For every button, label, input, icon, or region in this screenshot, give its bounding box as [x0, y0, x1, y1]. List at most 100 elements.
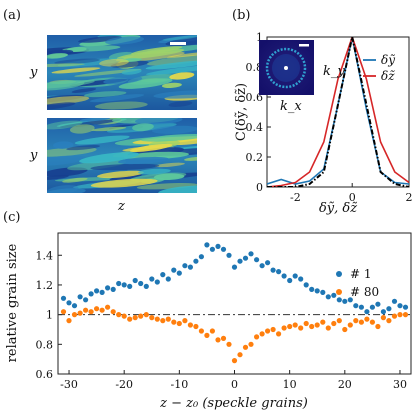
speckle-streak: [89, 94, 145, 103]
plot-c-point-series-1: [66, 318, 72, 324]
plot-c-point-series-1: [71, 312, 78, 318]
grain-size-plot: 0.6 0.8 1 1.2 1.4 -30 -20 -10 0 10 20 30 # 1 # 80 r…: [5, 232, 412, 411]
inset-xlabel: k_x: [280, 99, 302, 114]
speckle-streak: [145, 60, 197, 70]
plot-c-point-series-1: [105, 304, 111, 310]
plot-c-ylabel: relative grain size: [5, 243, 20, 362]
plot-c-point-series-1: [154, 316, 160, 322]
plot-c-point-series-0: [331, 292, 337, 298]
plot-c-point-series-0: [402, 304, 409, 310]
plot-c-point-series-0: [226, 252, 232, 258]
plot-b-ytick-label: 0.6: [246, 91, 264, 104]
plot-c-point-series-0: [358, 304, 364, 310]
plot-c-point-series-0: [171, 267, 177, 273]
plot-c-point-series-0: [204, 242, 210, 248]
speckle-streak: [74, 135, 130, 145]
plot-c-point-series-1: [331, 320, 337, 327]
speckle-streak: [94, 101, 148, 110]
legend-label-1: # 1: [350, 267, 372, 281]
speckle-streak: [53, 141, 74, 149]
speckle-streak: [153, 90, 197, 99]
speckle-streak: [138, 168, 171, 175]
plot-c-point-series-0: [369, 304, 375, 310]
panel-c-label: (c): [3, 210, 20, 225]
plot-c-point-series-0: [121, 282, 127, 288]
plot-b-ytick-label: 0: [256, 181, 263, 194]
plot-c-point-series-1: [187, 322, 193, 328]
plot-c-point-series-1: [320, 319, 326, 325]
plot-c-point-series-0: [110, 286, 116, 292]
speckle-streak: [47, 155, 86, 166]
panel-b-label: (b): [232, 8, 250, 23]
speckle-streak: [131, 46, 183, 55]
plot-c-frame: [57, 232, 412, 375]
plot-b-ylabel: C(δỹ, δz̃): [234, 83, 249, 141]
plot-c-point-series-0: [143, 283, 149, 289]
speckle-streak: [47, 185, 79, 193]
plot-c-point-series-1: [209, 328, 215, 334]
speckle-streak: [91, 126, 127, 132]
plot-c-point-series-1: [77, 310, 83, 316]
plot-c-xtick-label: 20: [338, 378, 352, 391]
plot-c-point-series-0: [231, 264, 238, 270]
plot-c-point-series-0: [336, 297, 342, 303]
plot-c-point-series-0: [248, 251, 254, 257]
plot-c-point-series-0: [182, 263, 188, 269]
speckle-streak: [103, 76, 143, 85]
plot-c-point-series-1: [160, 318, 166, 324]
speckle-streak: [146, 64, 197, 75]
plot-c-point-series-0: [94, 288, 100, 294]
plot-c-point-series-1: [314, 322, 320, 328]
plot-c-point-series-0: [265, 260, 271, 266]
plot-c-point-series-1: [248, 341, 254, 347]
plot-c-point-series-1: [242, 344, 249, 350]
correlation-plot: 0 0.2 0.4 0.6 0.8 1 -2 0 2 k_x k_y δỹ δz̃ C(δỹ, …: [234, 31, 413, 216]
legend-marker-1: [336, 271, 342, 277]
speckle-streak: [135, 118, 183, 125]
scale-bar-inset: [299, 44, 309, 47]
plot-b-frame: [266, 36, 410, 188]
plot-c-point-series-1: [110, 309, 116, 315]
plot-c-point-series-1: [171, 319, 177, 325]
plot-c-point-series-1: [231, 358, 238, 364]
plot-c-xtick-label: -20: [115, 378, 133, 391]
plot-c-point-series-1: [270, 326, 276, 333]
speckle-streak: [59, 119, 122, 128]
plot-c-point-series-1: [342, 326, 348, 333]
plot-c-point-series-1: [292, 322, 298, 328]
plot-c-point-series-0: [276, 269, 282, 275]
speckle-streak: [47, 53, 68, 59]
speckle-streak: [51, 67, 101, 74]
plot-c-point-series-0: [303, 282, 309, 288]
speckle-streak: [161, 82, 182, 89]
plot-c-point-series-0: [270, 267, 276, 273]
plot-c-point-series-1: [127, 316, 133, 322]
speckle-streak: [47, 120, 83, 130]
plot-c-point-series-1: [215, 337, 221, 343]
speckle-streak: [47, 102, 76, 110]
plot-c-point-series-1: [149, 315, 155, 321]
speckle-streak: [54, 58, 100, 65]
plot-c-point-series-1: [325, 325, 331, 331]
speckle-streak: [168, 101, 193, 107]
plot-c-point-series-0: [380, 309, 386, 315]
fourier-inset: [259, 40, 314, 95]
panel-a-ylabel-bottom: y: [29, 148, 38, 163]
speckle-streak: [121, 68, 142, 75]
plot-c-point-series-0: [215, 243, 221, 249]
plot-c-point-series-0: [364, 309, 370, 315]
speckle-streak: [84, 91, 127, 98]
plot-b-ytick-label: 0.8: [246, 61, 264, 74]
plot-c-point-series-0: [209, 246, 215, 252]
plot-c-ytick-label: 1.4: [36, 249, 54, 262]
plot-c-point-series-1: [116, 312, 122, 318]
plot-c-point-series-0: [298, 276, 304, 282]
plot-c-point-series-1: [182, 318, 188, 324]
panel-a-ylabel-top: y: [29, 65, 38, 80]
speckle-streak: [118, 78, 173, 89]
plot-c-point-series-1: [391, 313, 398, 319]
plot-c-point-series-0: [320, 289, 326, 295]
legend-label-80: # 80: [350, 285, 379, 299]
plot-c-ytick-label: 1: [46, 309, 53, 322]
plot-c-point-series-0: [325, 294, 331, 300]
